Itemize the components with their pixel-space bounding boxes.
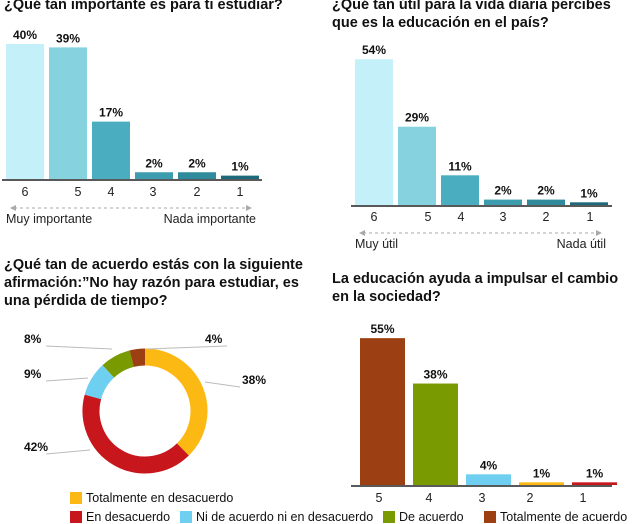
chart1-arrow-right [246,205,252,211]
chart2-arrow-left [359,230,365,236]
chart4-value-label: 38% [423,368,447,382]
chart4-value-label: 1% [586,466,604,480]
chart1-scale-right: Nada importante [164,212,256,226]
pie-slice-3 [84,365,115,400]
chart4-bar-4 [413,383,458,485]
chart4-bar-3 [466,474,511,485]
chart1-bar-1 [221,175,259,179]
legend-label: Totalmente de acuerdo [500,510,628,524]
legend-swatch [484,511,496,523]
chart1-value-label: 39% [56,31,80,45]
legend-swatch [383,511,395,523]
chart2-value-label: 2% [537,184,555,198]
chart4-tick-label: 4 [426,491,433,505]
chart2-bar-2 [527,199,565,205]
chart1-bar-2 [178,172,216,179]
pie-slice-5 [129,348,146,367]
pie-leader-1 [204,381,241,388]
pie-leader-5 [146,345,228,350]
pie-value-label: 42% [24,440,48,454]
chart2-tick-label: 1 [587,210,594,224]
chart4-tick-label: 3 [479,491,486,505]
pie-slice-1 [144,348,208,456]
legend-item: Totalmente en desacuerdo [70,491,233,505]
chart1-arrow-left [10,205,16,211]
pie-value-label: 38% [242,373,266,387]
chart1-bar-6 [6,44,44,179]
chart1-bar-3 [135,172,173,179]
chart4-value-label: 1% [533,466,551,480]
legend-label: Totalmente en desacuerdo [86,491,234,505]
chart1-value-label: 1% [231,160,249,174]
chart1-tick-label: 1 [237,185,244,199]
pie-slice-4 [102,350,135,378]
chart1-scale-left: Muy importante [6,212,92,226]
chart2-value-label: 29% [405,111,429,125]
chart1-bar-5 [49,47,87,179]
chart2-arrow-right [596,230,602,236]
pie-leader-2 [45,449,91,455]
chart2-bar-4 [441,175,479,205]
chart1-tick-label: 6 [22,185,29,199]
legend-item: Ni de acuerdo ni en desacuerdo [180,510,373,524]
legend-swatch [70,492,82,504]
chart1-tick-label: 3 [150,185,157,199]
legend-swatch [70,511,82,523]
legend-item: Totalmente de acuerdo [484,510,627,524]
legend-swatch [180,511,192,523]
chart2-bar-3 [484,199,522,205]
legend-label: Ni de acuerdo ni en desacuerdo [196,510,374,524]
chart4-bar-2 [519,482,564,485]
chart1-tick-label: 5 [75,185,82,199]
chart2-tick-label: 4 [458,210,465,224]
chart1-title: ¿Qué tan importante es para ti estudiar? [4,0,283,13]
pie-value-label: 9% [24,367,42,381]
legend-item: De acuerdo [383,510,464,524]
chart2-value-label: 1% [580,186,598,200]
chart2-tick-label: 6 [371,210,378,224]
chart2-scale-right: Nada útil [557,237,606,251]
chart1-tick-label: 4 [108,185,115,199]
pie-leader-3 [45,377,89,382]
chart1-value-label: 2% [188,156,206,170]
chart4-value-label: 4% [480,458,498,472]
chart2-title: ¿Qué tan útil para la vida diaria percib… [332,0,611,31]
chart4-tick-label: 5 [376,491,383,505]
chart2-bar-5 [398,126,436,205]
chart2-bar-6 [355,59,393,206]
chart4-value-label: 55% [370,322,394,336]
chart1-value-label: 2% [145,156,163,170]
pie-value-label: 8% [24,332,42,346]
chart2-value-label: 54% [362,43,386,57]
chart2-tick-label: 5 [425,210,432,224]
chart4-bar-5 [360,338,405,485]
pie-leader-4 [45,345,113,350]
chart1-tick-label: 2 [194,185,201,199]
chart4-tick-label: 1 [580,491,587,505]
chart2-tick-label: 3 [500,210,507,224]
chart1-value-label: 17% [99,106,123,120]
chart4-title: La educación ayuda a impulsar el cambio … [332,271,619,305]
chart2-tick-label: 2 [543,210,550,224]
chart2-bar-1 [570,202,608,205]
legend-label: En desacuerdo [86,510,171,524]
chart2-value-label: 2% [494,184,512,198]
pie-value-label: 4% [205,332,223,346]
chart1-value-label: 40% [13,28,37,42]
pie-slice-2 [82,394,189,474]
chart4-tick-label: 2 [527,491,534,505]
chart2-value-label: 11% [448,159,472,173]
chart3-title: ¿Qué tan de acuerdo estás con la siguien… [4,257,303,309]
legend-item: En desacuerdo [70,510,170,524]
legend-label: De acuerdo [399,510,464,524]
chart2-scale-left: Muy útil [355,237,398,251]
chart4-bar-1 [572,482,617,485]
chart1-bar-4 [92,121,130,179]
